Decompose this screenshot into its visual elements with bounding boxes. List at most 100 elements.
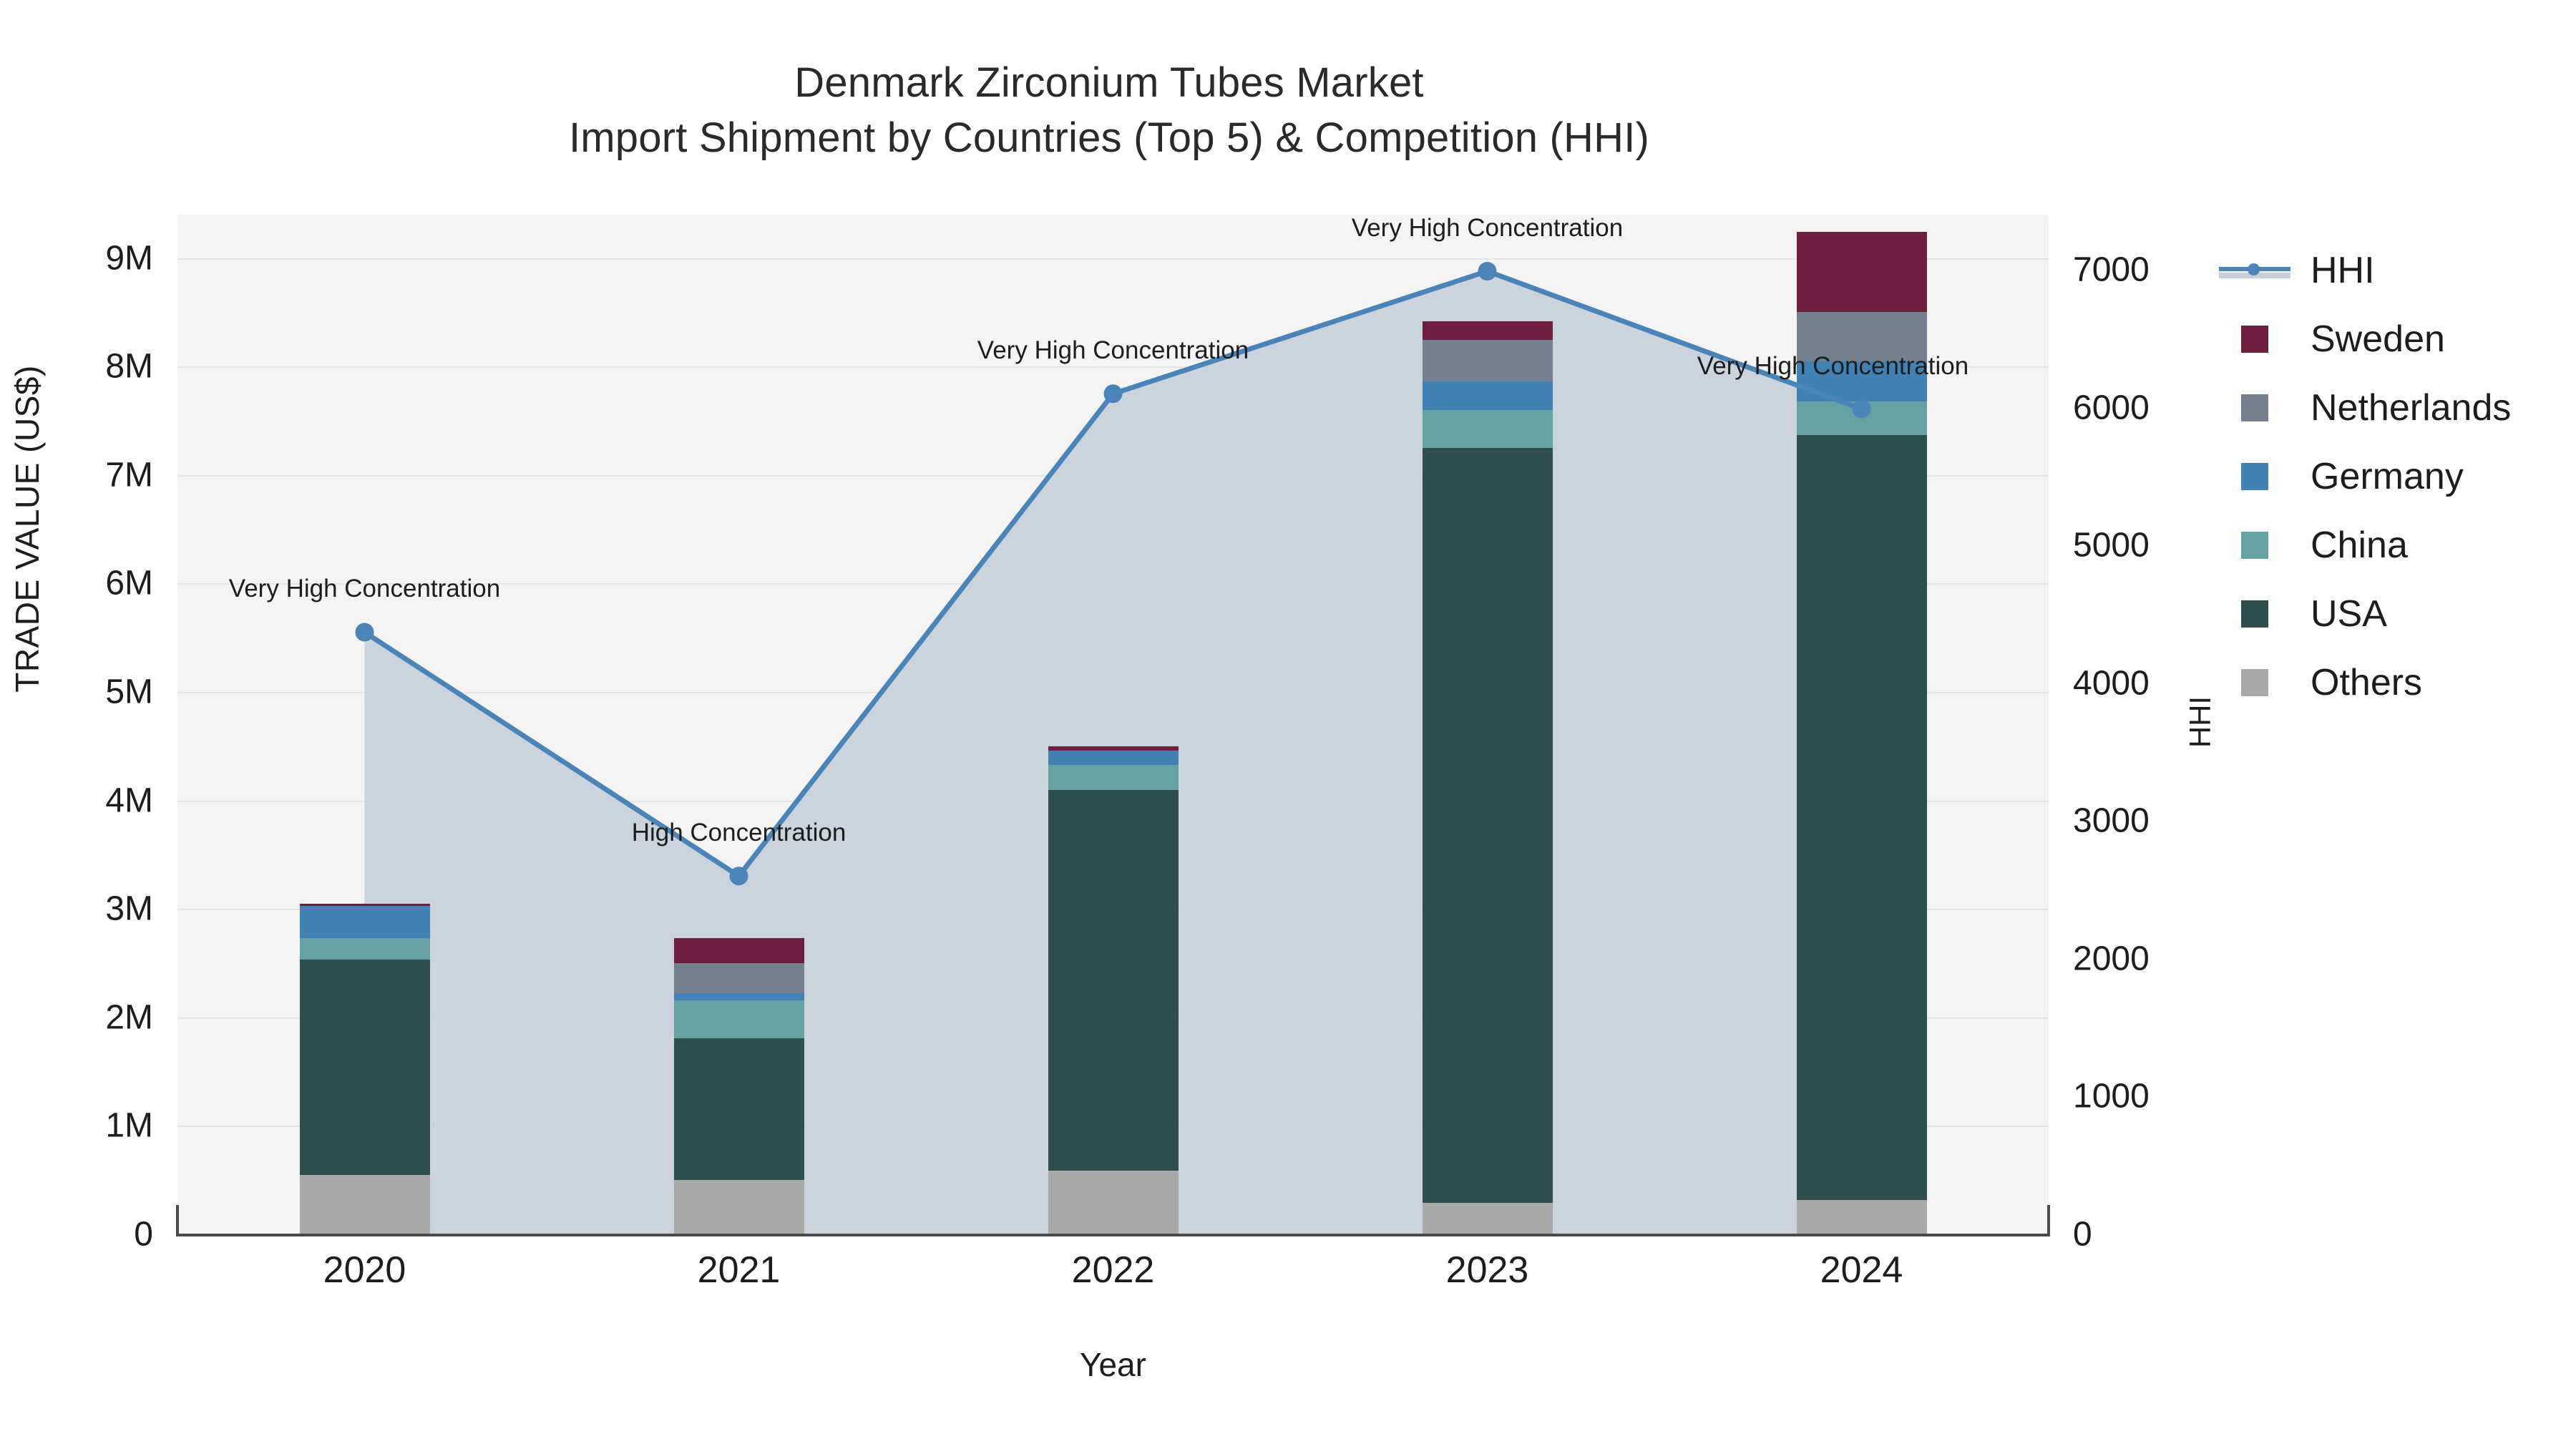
- bar-group-2023[interactable]: [1422, 321, 1553, 1234]
- hhi-point-2020[interactable]: [355, 623, 374, 642]
- legend-label: HHI: [2311, 250, 2375, 291]
- bar-segment-usa[interactable]: [1422, 447, 1553, 1204]
- legend-color-swatch-icon: [2215, 326, 2295, 353]
- swatch-icon-germany: [2241, 463, 2268, 490]
- bar-segment-usa[interactable]: [299, 960, 430, 1175]
- bar-segment-sweden[interactable]: [1048, 746, 1179, 751]
- swatch-icon-sweden: [2241, 326, 2268, 353]
- y-tick-right-1000: 1000: [2073, 1077, 2150, 1116]
- hhi-line-swatch-icon: [2219, 263, 2290, 278]
- y-tick-right-0: 0: [2073, 1215, 2092, 1254]
- legend-item-netherlands[interactable]: Netherlands: [2215, 374, 2576, 442]
- bar-segment-china[interactable]: [299, 938, 430, 960]
- legend-line-marker-icon: [2215, 263, 2295, 278]
- y-tick-left-4M: 4M: [105, 781, 153, 820]
- y-tick-left-2M: 2M: [105, 998, 153, 1037]
- bar-segment-germany[interactable]: [673, 993, 804, 1000]
- y-tick-right-5000: 5000: [2073, 526, 2150, 565]
- chart-title: Denmark Zirconium Tubes Market: [794, 59, 1424, 106]
- bar-segment-germany[interactable]: [1422, 381, 1553, 410]
- hhi-point-2022[interactable]: [1103, 384, 1123, 404]
- bar-segment-others[interactable]: [1422, 1203, 1553, 1234]
- plot-area: Very High Concentration High Concentratio…: [177, 213, 2049, 1234]
- bar-segment-others[interactable]: [1048, 1170, 1179, 1234]
- legend-color-swatch-icon: [2215, 532, 2295, 559]
- legend-label: Sweden: [2311, 318, 2445, 360]
- x-tick-2022: 2022: [1071, 1249, 1155, 1291]
- bar-segment-usa[interactable]: [1048, 790, 1179, 1171]
- bar-segment-china[interactable]: [1422, 409, 1553, 448]
- bar-segment-usa[interactable]: [1796, 434, 1927, 1200]
- chart-subtitle: Import Shipment by Countries (Top 5) & C…: [568, 114, 1650, 161]
- bar-segment-china[interactable]: [673, 1000, 804, 1038]
- stacked-bars-layer: [177, 215, 2049, 1234]
- legend-label: Netherlands: [2311, 387, 2512, 429]
- y-tick-left-0: 0: [134, 1215, 153, 1254]
- hhi-area-swatch-icon: [2219, 273, 2290, 278]
- x-axis-ticks: 2020 2021 2022 2023 2024: [177, 1249, 2049, 1313]
- x-axis-label: Year: [1080, 1346, 1146, 1383]
- y-axis-left-label: TRADE VALUE (US$): [9, 365, 46, 693]
- x-tick-2023: 2023: [1445, 1249, 1529, 1291]
- hhi-annotation-2023: Very High Concentration: [1351, 213, 1624, 242]
- hhi-line: [355, 262, 1871, 886]
- y-axis-right-spine: [2047, 1205, 2050, 1236]
- bar-group-2020[interactable]: [299, 903, 430, 1234]
- y-axis-left-spine: [176, 1205, 179, 1236]
- swatch-icon-netherlands: [2241, 394, 2268, 421]
- legend-item-usa[interactable]: USA: [2215, 580, 2576, 648]
- bar-segment-others[interactable]: [673, 1180, 804, 1234]
- bar-segment-germany[interactable]: [1048, 750, 1179, 766]
- legend-item-others[interactable]: Others: [2215, 648, 2576, 717]
- y-tick-left-9M: 9M: [105, 239, 153, 278]
- hhi-dot-swatch-icon: [2248, 263, 2260, 275]
- y-axis-right-label: HHI: [2183, 696, 2217, 748]
- y-tick-left-5M: 5M: [105, 673, 153, 711]
- hhi-annotation-2024: Very High Concentration: [1697, 351, 1969, 380]
- legend-label: USA: [2311, 593, 2387, 635]
- swatch-icon-china: [2241, 532, 2268, 559]
- legend-label: Others: [2311, 662, 2423, 703]
- bar-segment-china[interactable]: [1048, 765, 1179, 791]
- legend-item-sweden[interactable]: Sweden: [2215, 305, 2576, 374]
- bar-segment-sweden[interactable]: [1422, 321, 1553, 341]
- x-tick-2020: 2020: [323, 1249, 406, 1291]
- bar-segment-sweden[interactable]: [673, 938, 804, 964]
- bar-group-2024[interactable]: [1796, 232, 1927, 1234]
- x-tick-2024: 2024: [1820, 1249, 1903, 1291]
- bar-segment-usa[interactable]: [673, 1038, 804, 1181]
- bar-segment-sweden[interactable]: [299, 903, 430, 906]
- x-tick-2021: 2021: [697, 1249, 781, 1291]
- chart-title-block: Denmark Zirconium Tubes Market Import Sh…: [0, 56, 2218, 165]
- hhi-point-2023[interactable]: [1478, 262, 1497, 280]
- legend-color-swatch-icon: [2215, 394, 2295, 421]
- hhi-annotation-2021: High Concentration: [631, 819, 847, 847]
- y-tick-right-7000: 7000: [2073, 250, 2150, 289]
- bar-segment-others[interactable]: [1796, 1199, 1927, 1234]
- gridline: [177, 258, 2049, 260]
- bar-segment-germany[interactable]: [299, 905, 430, 939]
- y-tick-right-2000: 2000: [2073, 940, 2150, 978]
- legend-item-germany[interactable]: Germany: [2215, 442, 2576, 511]
- legend: HHI Sweden Netherlands Germany China USA Other…: [2215, 236, 2576, 717]
- legend-label: China: [2311, 525, 2408, 566]
- y-tick-right-3000: 3000: [2073, 801, 2150, 840]
- bar-segment-netherlands[interactable]: [1422, 340, 1553, 381]
- legend-label: Germany: [2311, 456, 2464, 497]
- legend-item-china[interactable]: China: [2215, 511, 2576, 580]
- bar-segment-sweden[interactable]: [1796, 232, 1927, 313]
- bar-group-2021[interactable]: [673, 938, 804, 1234]
- hhi-point-2024[interactable]: [1852, 399, 1871, 419]
- hhi-annotation-2020: Very High Concentration: [228, 575, 501, 603]
- legend-item-hhi[interactable]: HHI: [2215, 236, 2576, 305]
- y-tick-left-7M: 7M: [105, 456, 153, 494]
- bar-segment-others[interactable]: [299, 1174, 430, 1234]
- bar-group-2022[interactable]: [1048, 746, 1179, 1234]
- hhi-point-2021[interactable]: [729, 867, 748, 886]
- bar-segment-netherlands[interactable]: [1796, 312, 1927, 361]
- swatch-icon-others: [2241, 669, 2268, 696]
- bar-segment-netherlands[interactable]: [673, 963, 804, 994]
- swatch-icon-usa: [2241, 600, 2268, 628]
- legend-color-swatch-icon: [2215, 463, 2295, 490]
- y-tick-left-6M: 6M: [105, 564, 153, 602]
